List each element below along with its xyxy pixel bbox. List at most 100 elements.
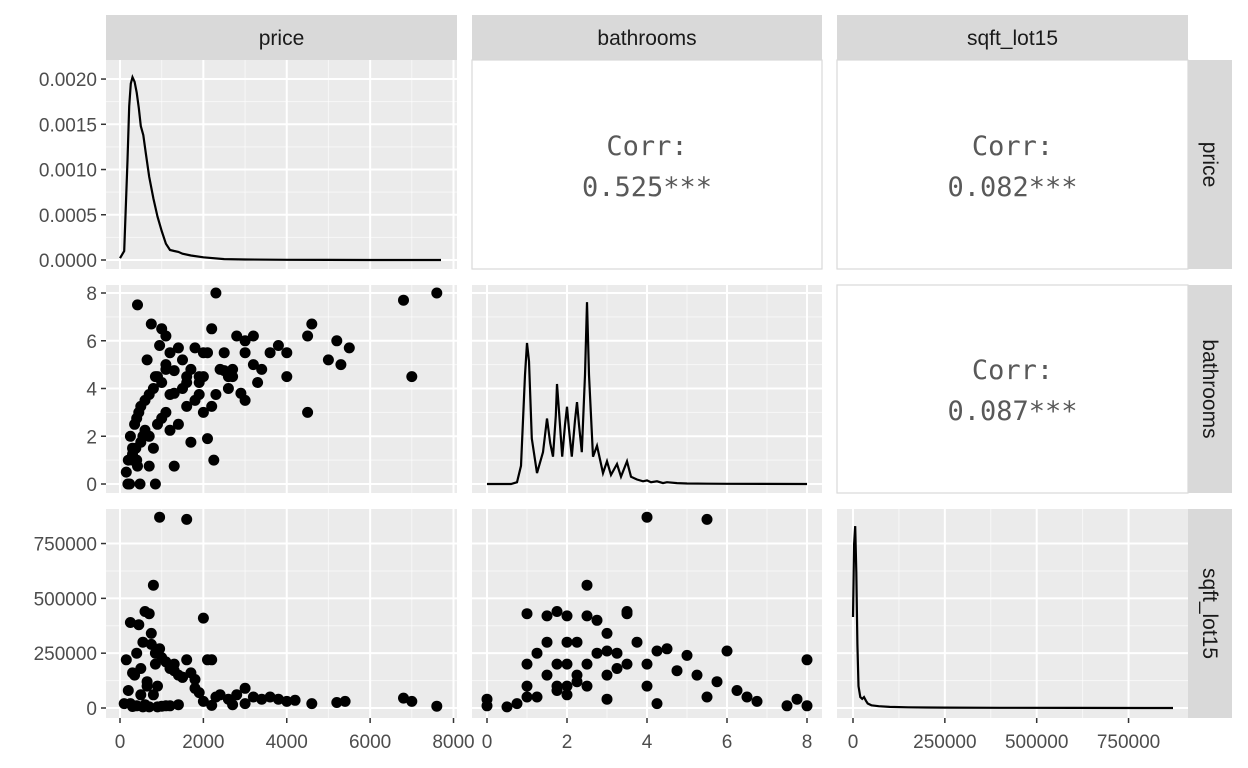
- scatter-point: [172, 699, 184, 711]
- scatter-point: [141, 680, 153, 692]
- x-tick-label: 6000: [349, 732, 391, 753]
- scatter-point: [281, 371, 293, 383]
- scatter-point: [147, 442, 159, 454]
- scatter-point: [239, 682, 251, 694]
- x-tick-label: 250000: [913, 732, 976, 753]
- scatter-point: [143, 460, 155, 472]
- x-tick-label: 4: [642, 732, 653, 753]
- scatter-point: [272, 693, 284, 705]
- scatter-point: [135, 400, 147, 412]
- scatter-point: [222, 383, 234, 394]
- scatter-point: [661, 643, 673, 655]
- scatter-point: [206, 699, 218, 711]
- scatter-point: [122, 685, 134, 696]
- scatter-point: [791, 693, 803, 705]
- scatter-point: [164, 389, 176, 400]
- density-line-price: [119, 73, 441, 262]
- x-tick-label: 6: [722, 732, 733, 753]
- scatter-point: [172, 342, 184, 354]
- scatter-point: [751, 695, 763, 707]
- strip-label-price: price: [259, 27, 305, 50]
- scatter-point: [168, 658, 180, 670]
- scatter-point: [406, 695, 418, 707]
- panel-sqft_lot15-sqft_lot15: [837, 509, 1188, 718]
- scatter-point: [272, 340, 284, 351]
- scatter-point: [145, 318, 157, 330]
- scatter-point: [168, 460, 180, 472]
- scatter-point: [145, 627, 157, 639]
- scatter-point: [214, 689, 226, 701]
- scatter-point: [671, 665, 683, 677]
- scatter-point: [177, 671, 188, 683]
- y-tick-label: 2: [86, 427, 97, 448]
- strip-label-sqft-lot15: sqft_lot15: [967, 27, 1058, 50]
- scatter-point: [143, 608, 155, 620]
- scatter-point: [147, 579, 159, 591]
- scatter-point: [741, 691, 753, 703]
- scatter-point: [197, 406, 209, 418]
- scatter-point: [731, 685, 743, 696]
- scatter-point: [218, 365, 230, 377]
- scatter-point: [185, 363, 197, 375]
- scatter-point: [124, 617, 136, 628]
- x-tick-label: 2: [562, 732, 573, 753]
- panel-sqft_lot15-bathrooms: [472, 509, 822, 718]
- scatter-point: [218, 347, 230, 359]
- scatter-point: [189, 342, 201, 354]
- scatter-point: [343, 342, 355, 354]
- scatter-point: [721, 645, 733, 657]
- scatter-point: [152, 371, 163, 383]
- scatter-point: [571, 636, 583, 648]
- scatter-point: [208, 454, 220, 466]
- scatter-point: [611, 663, 623, 674]
- y-tick-label: 0.0000: [39, 251, 97, 272]
- column-strip-bathrooms: bathrooms: [472, 15, 822, 60]
- scatter-point: [541, 636, 553, 648]
- scatter-point: [501, 701, 513, 713]
- scatter-point: [601, 645, 613, 657]
- corr-bathrooms-sqft-lot15: Corr: 0.087***: [947, 355, 1077, 427]
- scatter-point: [206, 323, 218, 335]
- scatter-point: [124, 478, 136, 490]
- row-strip-sqft-lot15: sqft_lot15: [1188, 509, 1232, 718]
- scatter-point: [601, 693, 613, 705]
- scatter-point: [331, 697, 343, 708]
- scatter-point: [197, 695, 209, 707]
- scatter-point: [149, 478, 161, 490]
- scatter-point: [631, 636, 643, 648]
- scatter-point: [398, 692, 409, 704]
- scatter-point: [135, 663, 147, 674]
- scatter-point: [264, 347, 276, 359]
- strip-label-bathrooms: bathrooms: [597, 27, 696, 50]
- scatter-point: [134, 478, 146, 490]
- x-tick-label: 0: [115, 732, 126, 753]
- scatter-point: [581, 610, 593, 622]
- scatter-point: [227, 371, 239, 383]
- x-tick-label: 750000: [1097, 732, 1160, 753]
- scatter-point: [571, 676, 583, 688]
- scatter-point: [431, 287, 443, 299]
- row-strip-label-price: price: [1198, 142, 1221, 188]
- scatter-point: [185, 436, 197, 448]
- scatter-point: [181, 400, 193, 412]
- scatter-point: [145, 638, 157, 650]
- scatter-point: [561, 610, 573, 622]
- scatter-point: [306, 318, 318, 330]
- scatter-point: [206, 654, 218, 666]
- scatter-point: [231, 330, 243, 342]
- scatter-point: [231, 689, 243, 701]
- scatter-point: [147, 689, 159, 701]
- scatter-point: [701, 691, 713, 703]
- scatter-point: [541, 610, 553, 622]
- scatter-point: [302, 330, 314, 342]
- y-tick-label: 0: [86, 699, 97, 720]
- scatter-point: [193, 389, 205, 400]
- scatter-point: [256, 363, 268, 375]
- scatter-point: [521, 608, 533, 620]
- density-line-bathrooms: [487, 302, 808, 486]
- panel-background: [106, 60, 457, 269]
- scatter-point: [322, 354, 334, 366]
- x-tick-label: 8000: [432, 732, 474, 753]
- column-strip-sqft-lot15: sqft_lot15: [837, 15, 1188, 60]
- scatter-point: [531, 647, 543, 659]
